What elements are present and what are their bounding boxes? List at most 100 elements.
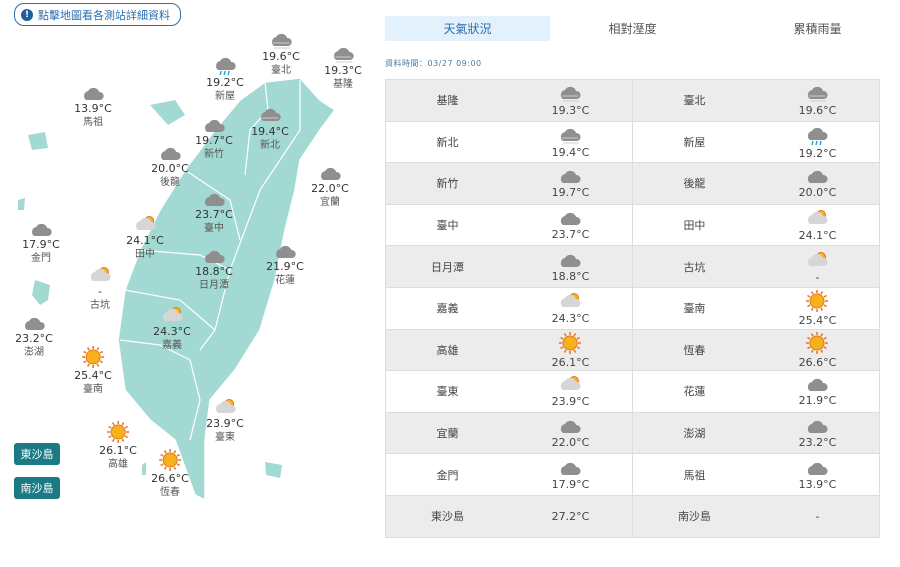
station-temp-cell: 19.4°C [508, 121, 633, 164]
station-name-cell[interactable]: 新竹 [385, 162, 509, 205]
table-row: 臺中 23.7°C 田中 24.1°C [385, 204, 880, 247]
station-name-cell[interactable]: 馬祖 [631, 453, 756, 496]
info-icon: ! [21, 8, 33, 21]
station-name-cell[interactable]: 臺南 [631, 287, 756, 330]
map-station[interactable]: 21.9°C 花蓮 [266, 242, 304, 288]
station-temp: 17.9°C [551, 477, 590, 491]
station-name: 臺東 [215, 432, 235, 443]
map-station[interactable]: 23.7°C 臺中 [195, 190, 233, 236]
station-name-cell[interactable]: 南沙島 [631, 495, 756, 538]
station-temp: 18.8°C [195, 265, 233, 278]
map-station[interactable]: 22.0°C 宜蘭 [311, 164, 349, 210]
station-name: 新屋 [215, 91, 235, 102]
fog-cloud-icon [509, 125, 632, 145]
dongsha-island-button[interactable]: 東沙島 [14, 443, 60, 465]
map-station[interactable]: 19.7°C 新竹 [195, 116, 233, 162]
map-station[interactable]: 19.3°C 基隆 [324, 44, 362, 92]
station-name: 宜蘭 [320, 197, 340, 208]
map-station[interactable]: - 古坑 [88, 265, 112, 313]
station-temp: 21.9°C [266, 260, 304, 273]
station-temp: 26.1°C [99, 444, 137, 457]
cloud-icon [22, 220, 60, 238]
station-table: 基隆 19.3°C 臺北 19.6°C 新北 19.4°C 新屋 19.2°C 新竹 19.7°C… [385, 79, 880, 538]
nansha-island-button[interactable]: 南沙島 [14, 477, 60, 499]
station-temp-cell: 13.9°C [755, 453, 880, 496]
station-name-cell[interactable]: 日月潭 [385, 245, 509, 288]
station-name-cell[interactable]: 嘉義 [385, 287, 509, 330]
station-name-cell[interactable]: 臺北 [631, 79, 756, 122]
station-temp: 24.1°C [126, 234, 164, 247]
map-station[interactable]: 23.9°C 臺東 [206, 397, 244, 445]
map-station[interactable]: 25.4°C 臺南 [74, 345, 112, 397]
cloud-icon [756, 459, 879, 477]
cloud-icon [756, 375, 879, 393]
sun-icon [756, 289, 879, 313]
table-row: 高雄 26.1°C 恆春 26.6°C [385, 329, 880, 372]
station-temp: 20.0°C [151, 162, 189, 175]
station-name-cell[interactable]: 恆春 [631, 329, 756, 372]
station-name-cell[interactable]: 新北 [385, 121, 509, 164]
station-temp: 26.1°C [551, 355, 590, 369]
map-station[interactable]: 13.9°C 馬祖 [74, 84, 112, 130]
station-name: 田中 [135, 249, 155, 260]
cloud-icon [509, 459, 632, 477]
station-name-cell[interactable]: 臺中 [385, 204, 509, 247]
map-land[interactable] [0, 0, 380, 563]
map-station[interactable]: 23.2°C 澎湖 [15, 314, 53, 360]
taiwan-map[interactable]: 19.3°C 基隆 19.6°C 臺北 19.4°C 新北 19.2°C 新屋 19.7°C 新竹… [0, 0, 380, 563]
cloud-icon [756, 167, 879, 185]
station-temp: 13.9°C [74, 102, 112, 115]
station-name-cell[interactable]: 東沙島 [385, 495, 509, 538]
station-name: 澎湖 [24, 347, 44, 358]
map-station[interactable]: 17.9°C 金門 [22, 220, 60, 266]
station-name-cell[interactable]: 後龍 [631, 162, 756, 205]
station-name-cell[interactable]: 田中 [631, 204, 756, 247]
cloud-icon [266, 242, 304, 260]
station-name-cell[interactable]: 花蓮 [631, 370, 756, 413]
partly-cloudy-icon [88, 265, 112, 285]
map-station[interactable]: 19.2°C 新屋 [206, 54, 244, 104]
table-row: 新北 19.4°C 新屋 19.2°C [385, 121, 880, 164]
map-station[interactable]: 18.8°C 日月潭 [195, 247, 233, 293]
cloud-icon [509, 167, 632, 185]
fog-cloud-icon [262, 30, 300, 50]
tab-humidity[interactable]: 相對溼度 [608, 22, 657, 36]
map-station[interactable]: 19.6°C 臺北 [262, 30, 300, 78]
station-name-cell[interactable]: 高雄 [385, 329, 509, 372]
cloud-icon [74, 84, 112, 102]
station-temp: 18.8°C [551, 269, 590, 283]
map-station[interactable]: 24.1°C 田中 [126, 214, 164, 262]
rain-cloud-icon [756, 124, 879, 146]
map-station[interactable]: 19.4°C 新北 [251, 105, 289, 153]
station-name-cell[interactable]: 新屋 [631, 121, 756, 164]
map-station[interactable]: 26.6°C 恆春 [151, 448, 189, 500]
station-name: 古坑 [90, 300, 110, 311]
map-station[interactable]: 26.1°C 高雄 [99, 420, 137, 472]
fog-cloud-icon [251, 105, 289, 125]
station-name-cell[interactable]: 金門 [385, 453, 509, 496]
station-name-cell[interactable]: 宜蘭 [385, 412, 509, 455]
station-name: 臺北 [271, 65, 291, 76]
station-temp-cell: 26.1°C [508, 329, 633, 372]
station-name-cell[interactable]: 澎湖 [631, 412, 756, 455]
station-name-cell[interactable]: 臺東 [385, 370, 509, 413]
station-temp: 13.9°C [798, 477, 837, 491]
partly-cloudy-icon [153, 305, 191, 325]
station-temp-cell: 22.0°C [508, 412, 633, 455]
station-temp: 23.7°C [195, 208, 233, 221]
tab-weather[interactable]: 天氣狀況 [385, 16, 550, 41]
tab-rainfall[interactable]: 累積雨量 [793, 22, 842, 36]
station-temp: 19.2°C [206, 76, 244, 89]
partly-cloudy-icon [509, 291, 632, 311]
station-temp: 23.9°C [206, 417, 244, 430]
station-name-cell[interactable]: 基隆 [385, 79, 509, 122]
map-station[interactable]: 24.3°C 嘉義 [153, 305, 191, 353]
station-temp: 21.9°C [798, 394, 837, 408]
station-temp: 20.0°C [798, 186, 837, 200]
station-name: 臺中 [204, 223, 224, 234]
map-station[interactable]: 20.0°C 後龍 [151, 144, 189, 190]
station-name-cell[interactable]: 古坑 [631, 245, 756, 288]
map-hint-button[interactable]: ! 點擊地圖看各測站詳細資料 [14, 3, 181, 26]
station-name: 金門 [31, 253, 51, 264]
station-temp-cell: - [755, 495, 880, 538]
